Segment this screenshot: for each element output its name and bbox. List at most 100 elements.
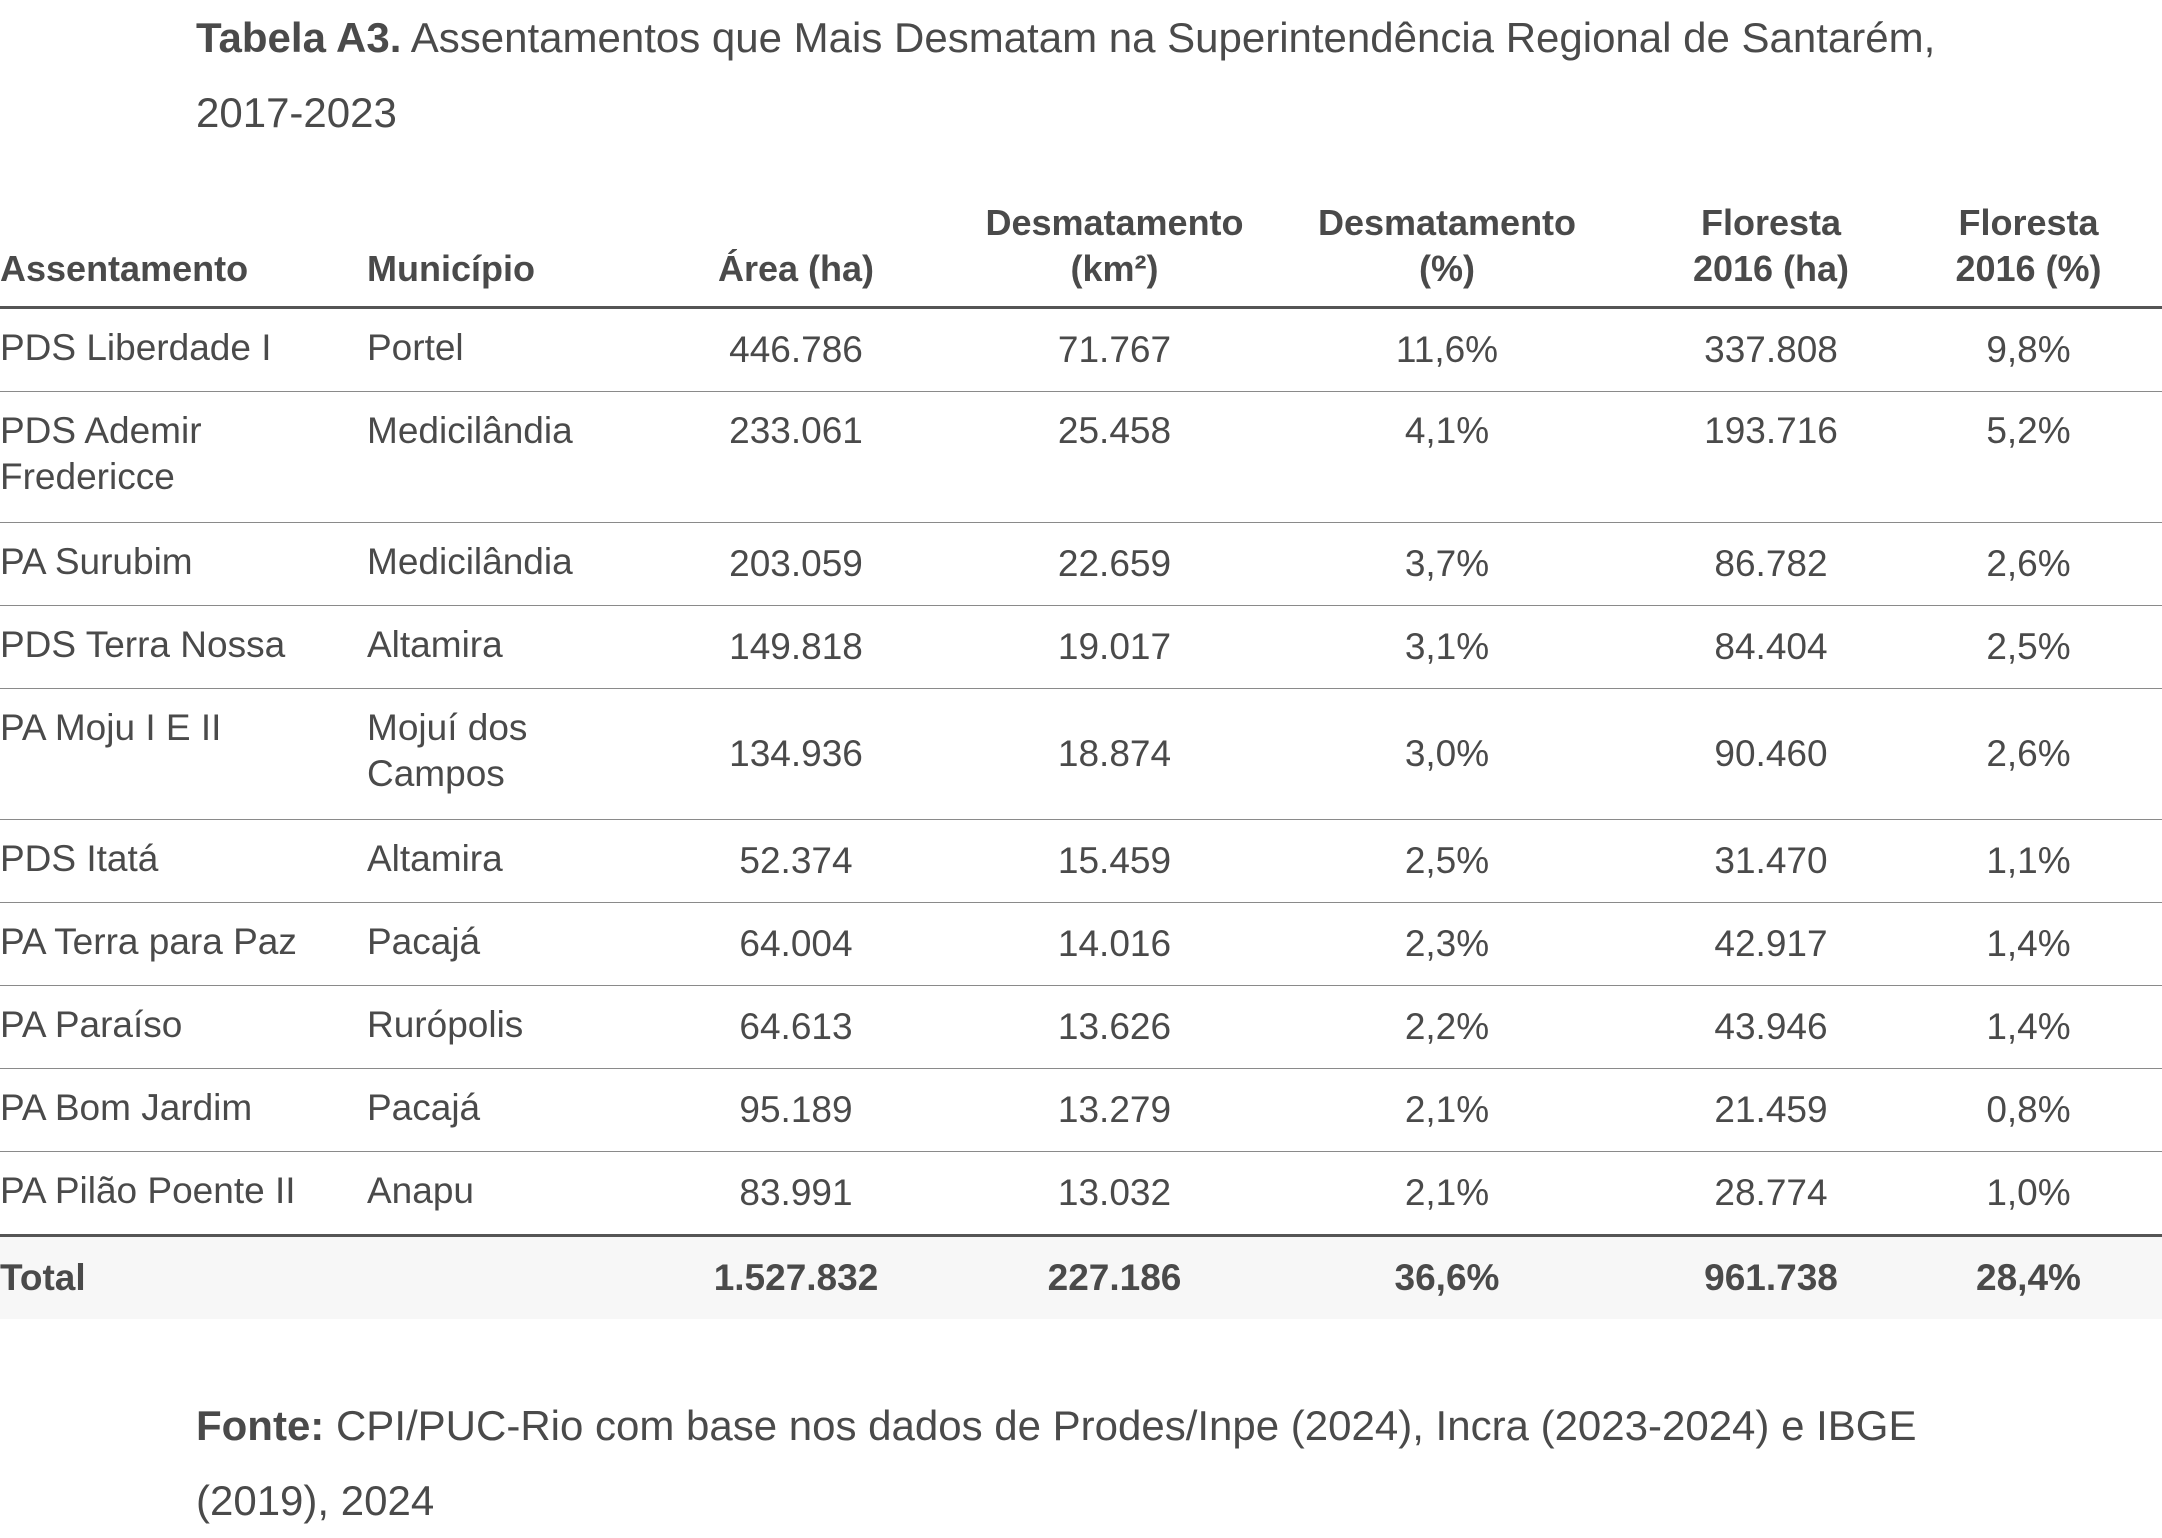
- header-floresta-pct: Floresta 2016 (%): [1895, 200, 2162, 309]
- total-desmatamento-km2: 227.186: [982, 1234, 1247, 1319]
- cell-desmatamento-pct: 3,1%: [1247, 605, 1647, 689]
- cell-desmatamento-pct: 2,2%: [1247, 985, 1647, 1069]
- cell-municipio-line: Portel: [367, 327, 464, 368]
- cell-assentamento-line: PDS Liberdade I: [0, 327, 272, 368]
- cell-desmatamento-km2: 13.032: [982, 1151, 1247, 1236]
- cell-desmatamento-km2: 22.659: [982, 522, 1247, 606]
- header-desmatamento-pct-line2: (%): [1419, 248, 1475, 289]
- cell-desmatamento-km2: 19.017: [982, 605, 1247, 689]
- total-desmatamento-pct: 36,6%: [1247, 1234, 1647, 1319]
- table-row: PDS Ademir Fredericce Medicilândia 233.061 2…: [0, 391, 2162, 523]
- cell-floresta-ha: 21.459: [1647, 1068, 1895, 1152]
- cell-municipio-line: Altamira: [367, 624, 503, 665]
- cell-municipio: Altamira: [367, 819, 610, 903]
- cell-assentamento: PA Terra para Paz: [0, 902, 367, 986]
- cell-municipio-line: Pacajá: [367, 921, 481, 962]
- cell-municipio: Medicilândia: [367, 391, 610, 523]
- cell-assentamento: PA Pilão Poente II: [0, 1151, 367, 1236]
- cell-assentamento-line: PDS Itatá: [0, 838, 159, 879]
- cell-floresta-pct: 5,2%: [1895, 391, 2162, 523]
- cell-area: 64.613: [610, 985, 982, 1069]
- cell-desmatamento-km2: 14.016: [982, 902, 1247, 986]
- cell-assentamento-line: PDS Terra Nossa: [0, 624, 286, 665]
- total-row: Total 1.527.832 227.186 36,6% 961.738 28…: [0, 1234, 2162, 1319]
- cell-floresta-pct: 9,8%: [1895, 307, 2162, 392]
- cell-desmatamento-pct: 2,1%: [1247, 1151, 1647, 1236]
- cell-assentamento: PDS Ademir Fredericce: [0, 391, 367, 523]
- cell-assentamento-line: Fredericce: [0, 456, 175, 497]
- header-area: Área (ha): [610, 200, 982, 309]
- table-row: PA Bom Jardim Pacajá 95.189 13.279 2,1% 21.45…: [0, 1068, 2162, 1152]
- header-desmatamento-km2-line2: (km²): [1070, 248, 1159, 289]
- cell-desmatamento-pct: 3,7%: [1247, 522, 1647, 606]
- header-desmatamento-pct-line1: Desmatamento: [1317, 202, 1577, 243]
- header-desmatamento-km2: Desmatamento (km²): [982, 200, 1247, 309]
- cell-assentamento: PA Surubim: [0, 522, 367, 606]
- cell-area: 233.061: [610, 391, 982, 523]
- cell-assentamento-line: PA Bom Jardim: [0, 1087, 253, 1128]
- cell-assentamento: PA Moju I E II: [0, 688, 367, 820]
- cell-desmatamento-km2: 25.458: [982, 391, 1247, 523]
- cell-floresta-pct: 1,0%: [1895, 1151, 2162, 1236]
- cell-floresta-ha: 28.774: [1647, 1151, 1895, 1236]
- total-label: Total: [0, 1234, 367, 1319]
- cell-assentamento-line: PA Pilão Poente II: [0, 1170, 296, 1211]
- header-floresta-ha-line1: Floresta: [1700, 202, 1842, 243]
- cell-area: 446.786: [610, 307, 982, 392]
- total-municipio: [367, 1234, 610, 1319]
- header-assentamento: Assentamento: [0, 200, 367, 309]
- cell-assentamento-line: PA Paraíso: [0, 1004, 183, 1045]
- cell-desmatamento-pct: 3,0%: [1247, 688, 1647, 820]
- cell-desmatamento-km2: 18.874: [982, 688, 1247, 820]
- cell-floresta-ha: 86.782: [1647, 522, 1895, 606]
- source-text: CPI/PUC-Rio com base nos dados de Prodes…: [196, 1402, 1917, 1524]
- cell-desmatamento-km2: 71.767: [982, 307, 1247, 392]
- cell-municipio-line: Mojuí dos: [367, 707, 528, 748]
- cell-desmatamento-pct: 11,6%: [1247, 307, 1647, 392]
- cell-floresta-pct: 2,5%: [1895, 605, 2162, 689]
- header-floresta-ha-line2: 2016 (ha): [1692, 248, 1850, 289]
- cell-assentamento: PA Bom Jardim: [0, 1068, 367, 1152]
- table-row: PA Terra para Paz Pacajá 64.004 14.016 2,3% 4…: [0, 902, 2162, 986]
- cell-area: 149.818: [610, 605, 982, 689]
- cell-assentamento-line: PA Surubim: [0, 541, 193, 582]
- cell-municipio: Pacajá: [367, 902, 610, 986]
- cell-floresta-ha: 31.470: [1647, 819, 1895, 903]
- header-municipio: Município: [367, 200, 610, 309]
- cell-assentamento: PA Paraíso: [0, 985, 367, 1069]
- cell-floresta-ha: 193.716: [1647, 391, 1895, 523]
- cell-desmatamento-pct: 2,5%: [1247, 819, 1647, 903]
- header-desmatamento-pct: Desmatamento (%): [1247, 200, 1647, 309]
- cell-municipio: Anapu: [367, 1151, 610, 1236]
- cell-assentamento: PDS Terra Nossa: [0, 605, 367, 689]
- cell-floresta-pct: 1,4%: [1895, 902, 2162, 986]
- cell-desmatamento-pct: 2,3%: [1247, 902, 1647, 986]
- cell-floresta-ha: 42.917: [1647, 902, 1895, 986]
- cell-floresta-pct: 1,4%: [1895, 985, 2162, 1069]
- cell-municipio-line: Pacajá: [367, 1087, 481, 1128]
- cell-floresta-ha: 43.946: [1647, 985, 1895, 1069]
- header-floresta-pct-line2: 2016 (%): [1955, 248, 2102, 289]
- cell-area: 203.059: [610, 522, 982, 606]
- table-body: PDS Liberdade I Portel 446.786 71.767 11,6% 3…: [0, 307, 2162, 1236]
- cell-municipio: Altamira: [367, 605, 610, 689]
- source-note: Fonte: CPI/PUC-Rio com base nos dados de…: [196, 1388, 2046, 1538]
- cell-desmatamento-pct: 4,1%: [1247, 391, 1647, 523]
- table-caption: Tabela A3. Assentamentos que Mais Desmat…: [196, 0, 2046, 150]
- cell-area: 134.936: [610, 688, 982, 820]
- cell-municipio-line: Medicilândia: [367, 541, 573, 582]
- table-row: PDS Liberdade I Portel 446.786 71.767 11,6% 3…: [0, 307, 2162, 392]
- cell-assentamento-line: PA Moju I E II: [0, 707, 222, 748]
- cell-municipio: Medicilândia: [367, 522, 610, 606]
- table-row: PDS Terra Nossa Altamira 149.818 19.017 3,1%…: [0, 605, 2162, 689]
- cell-municipio: Pacajá: [367, 1068, 610, 1152]
- cell-floresta-ha: 337.808: [1647, 307, 1895, 392]
- total-floresta-pct: 28,4%: [1895, 1234, 2162, 1319]
- header-floresta-pct-line1: Floresta: [1958, 202, 2099, 243]
- cell-municipio: Portel: [367, 307, 610, 392]
- caption-label: Tabela A3.: [196, 14, 402, 61]
- cell-floresta-pct: 2,6%: [1895, 522, 2162, 606]
- cell-desmatamento-pct: 2,1%: [1247, 1068, 1647, 1152]
- cell-municipio-line: Anapu: [367, 1170, 474, 1211]
- cell-assentamento: PDS Liberdade I: [0, 307, 367, 392]
